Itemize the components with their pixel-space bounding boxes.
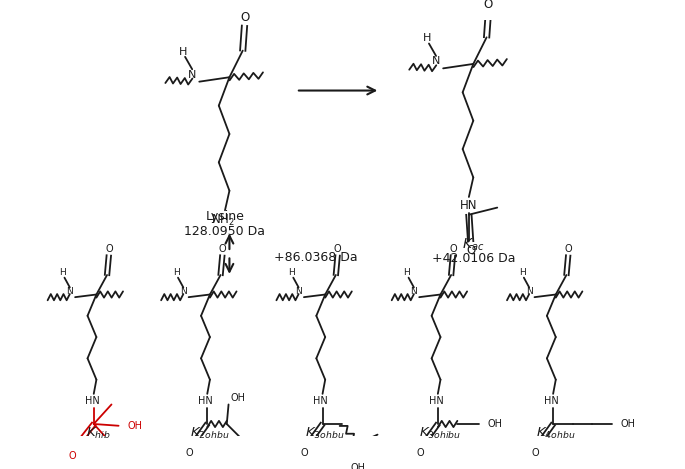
Text: O: O	[334, 244, 341, 254]
Text: H: H	[173, 268, 179, 277]
Text: O: O	[416, 448, 424, 458]
Text: $K_{3ohibu}$: $K_{3ohibu}$	[419, 426, 462, 441]
Text: N: N	[188, 69, 197, 80]
Text: O: O	[564, 244, 572, 254]
Text: O: O	[301, 448, 309, 458]
Text: OH: OH	[230, 393, 245, 403]
Text: +86.0368 Da: +86.0368 Da	[274, 251, 358, 264]
Text: HN: HN	[314, 396, 328, 406]
Text: N: N	[295, 287, 302, 296]
Text: OH: OH	[127, 421, 142, 431]
Text: H: H	[179, 46, 188, 57]
Text: HN: HN	[429, 396, 443, 406]
Text: H: H	[423, 33, 432, 43]
Text: +42.0106 Da: +42.0106 Da	[432, 252, 515, 265]
Text: Lysine
128.0950 Da: Lysine 128.0950 Da	[184, 210, 266, 238]
Text: O: O	[68, 451, 76, 461]
Text: OH: OH	[621, 419, 636, 429]
Text: O: O	[484, 0, 493, 11]
Text: $K_{3ohbu}$: $K_{3ohbu}$	[306, 426, 345, 441]
Text: H: H	[288, 268, 295, 277]
Text: O: O	[532, 448, 539, 458]
Text: NH$_2$: NH$_2$	[211, 213, 235, 228]
Text: HN: HN	[198, 396, 213, 406]
Text: O: O	[466, 244, 475, 257]
Text: OH: OH	[488, 419, 503, 429]
Text: HN: HN	[84, 396, 99, 406]
Text: $K_{ac}$: $K_{ac}$	[462, 237, 484, 253]
Text: O: O	[186, 448, 193, 458]
Text: H: H	[60, 268, 66, 277]
Text: O: O	[449, 244, 457, 254]
Text: N: N	[526, 287, 532, 296]
Text: OH: OH	[351, 463, 366, 469]
Text: HN: HN	[460, 199, 477, 212]
Text: N: N	[66, 287, 73, 296]
Text: N: N	[410, 287, 417, 296]
Text: HN: HN	[544, 396, 559, 406]
Text: N: N	[432, 56, 440, 66]
Text: O: O	[105, 244, 112, 254]
Text: H: H	[403, 268, 410, 277]
Text: $K_{4ohbu}$: $K_{4ohbu}$	[536, 426, 575, 441]
Text: N: N	[180, 287, 187, 296]
Text: $K_{hib}$: $K_{hib}$	[86, 426, 110, 441]
Text: $K_{2ohbu}$: $K_{2ohbu}$	[190, 426, 229, 441]
Text: O: O	[240, 11, 249, 24]
Text: O: O	[219, 244, 226, 254]
Text: H: H	[519, 268, 525, 277]
